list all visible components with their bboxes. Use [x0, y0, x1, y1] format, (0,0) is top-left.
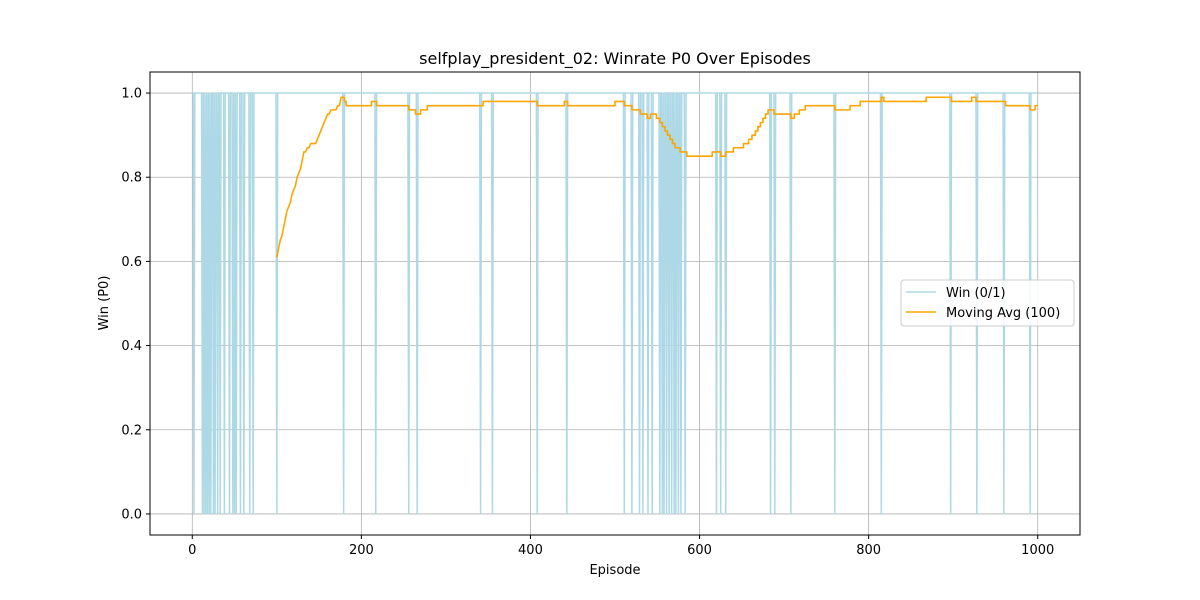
- x-tick-label: 200: [349, 543, 374, 558]
- y-tick-label: 0.0: [121, 507, 142, 522]
- y-tick-label: 1.0: [121, 87, 142, 102]
- win-series: [192, 92, 1037, 514]
- y-tick-label: 0.8: [121, 171, 142, 186]
- x-tick-label: 0: [188, 543, 196, 558]
- y-axis-label: Win (P0): [97, 276, 112, 331]
- chart-title: selfplay_president_02: Winrate P0 Over E…: [419, 49, 811, 69]
- x-tick-label: 1000: [1021, 543, 1054, 558]
- legend: Win (0/1) Moving Avg (100): [900, 279, 1075, 327]
- plot-area: [149, 71, 1081, 536]
- legend-label-win: Win (0/1): [946, 286, 1006, 301]
- x-tick-label: 800: [856, 543, 881, 558]
- y-tick-label: 0.6: [121, 255, 142, 270]
- grid-lines: [150, 72, 1080, 535]
- x-axis-label: Episode: [589, 563, 640, 578]
- x-axis-ticks: 0 200 400 600 800 1000: [188, 535, 1054, 558]
- x-tick-label: 600: [687, 543, 712, 558]
- moving-avg-line: [276, 96, 1038, 258]
- y-axis-ticks: 0.0 0.2 0.4 0.6 0.8 1.0: [121, 87, 150, 522]
- y-tick-label: 0.2: [121, 423, 142, 438]
- moving-avg-series: [276, 96, 1038, 258]
- win-line: [192, 92, 1037, 514]
- axes-frame: [149, 71, 1081, 536]
- x-tick-label: 400: [518, 543, 543, 558]
- legend-label-moving-avg: Moving Avg (100): [946, 306, 1060, 321]
- y-tick-label: 0.4: [121, 339, 142, 354]
- legend-box: [900, 279, 1075, 327]
